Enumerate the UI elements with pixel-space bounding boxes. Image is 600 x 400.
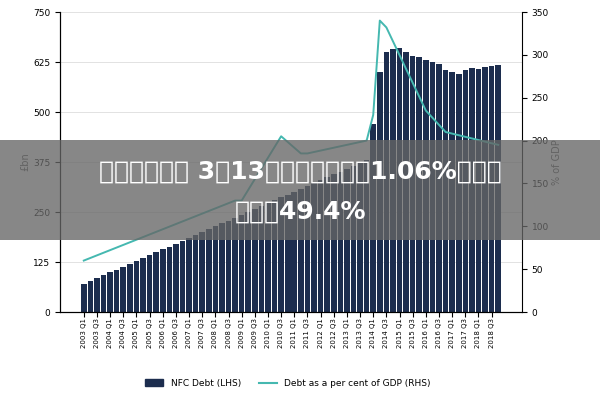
Bar bbox=[377, 72, 383, 312]
Bar bbox=[416, 57, 422, 312]
Text: 股票交易平台 3月13日家悦转债下跌1.06%，转股: 股票交易平台 3月13日家悦转债下跌1.06%，转股 bbox=[98, 160, 502, 184]
Bar bbox=[206, 229, 212, 312]
Bar bbox=[423, 60, 428, 312]
Bar bbox=[410, 56, 415, 312]
Bar bbox=[496, 65, 501, 312]
Bar bbox=[107, 272, 113, 312]
Bar bbox=[245, 212, 251, 312]
Bar bbox=[226, 220, 232, 312]
Bar bbox=[370, 124, 376, 312]
Bar bbox=[179, 241, 185, 312]
Bar bbox=[94, 278, 100, 312]
Bar bbox=[325, 177, 330, 312]
Bar bbox=[134, 261, 139, 312]
Bar bbox=[456, 74, 461, 312]
Bar bbox=[239, 215, 244, 312]
Y-axis label: % of GDP: % of GDP bbox=[552, 139, 562, 185]
Bar bbox=[101, 275, 106, 312]
Bar bbox=[154, 252, 159, 312]
Legend: NFC Debt (LHS), Debt as a per cent of GDP (RHS): NFC Debt (LHS), Debt as a per cent of GD… bbox=[142, 375, 434, 392]
Bar bbox=[338, 172, 343, 312]
Bar bbox=[278, 198, 284, 312]
Bar bbox=[311, 183, 317, 312]
Bar bbox=[331, 174, 337, 312]
Bar bbox=[350, 166, 356, 312]
Bar bbox=[114, 270, 119, 312]
Bar bbox=[383, 52, 389, 312]
Bar bbox=[259, 206, 264, 312]
Bar bbox=[219, 224, 225, 312]
Bar bbox=[199, 232, 205, 312]
Bar bbox=[232, 218, 238, 312]
Bar bbox=[252, 209, 257, 312]
Bar bbox=[482, 67, 488, 312]
Bar bbox=[476, 69, 481, 312]
Bar bbox=[390, 49, 396, 312]
Bar bbox=[193, 235, 199, 312]
Bar bbox=[186, 238, 192, 312]
Bar bbox=[212, 226, 218, 312]
Bar bbox=[298, 189, 304, 312]
Bar bbox=[357, 163, 363, 312]
Bar bbox=[449, 72, 455, 312]
Bar bbox=[272, 200, 277, 312]
Bar bbox=[463, 70, 468, 312]
Bar bbox=[127, 264, 133, 312]
Bar bbox=[443, 70, 448, 312]
Bar bbox=[147, 255, 152, 312]
Bar bbox=[469, 68, 475, 312]
Bar bbox=[173, 244, 179, 312]
Bar bbox=[160, 249, 166, 312]
Bar bbox=[292, 192, 297, 312]
Bar bbox=[285, 195, 290, 312]
Y-axis label: £bn: £bn bbox=[20, 153, 30, 171]
Bar bbox=[167, 246, 172, 312]
Bar bbox=[81, 284, 86, 312]
Bar bbox=[430, 62, 435, 312]
Bar bbox=[121, 267, 126, 312]
Bar bbox=[305, 186, 310, 312]
Text: 溢价率49.4%: 溢价率49.4% bbox=[234, 200, 366, 224]
Bar bbox=[140, 258, 146, 312]
Bar bbox=[436, 64, 442, 312]
Bar bbox=[265, 203, 271, 312]
Bar bbox=[88, 281, 93, 312]
Bar bbox=[397, 48, 403, 312]
Bar bbox=[489, 66, 494, 312]
Bar bbox=[364, 160, 370, 312]
Bar bbox=[403, 52, 409, 312]
Bar bbox=[318, 180, 323, 312]
Bar bbox=[344, 169, 350, 312]
